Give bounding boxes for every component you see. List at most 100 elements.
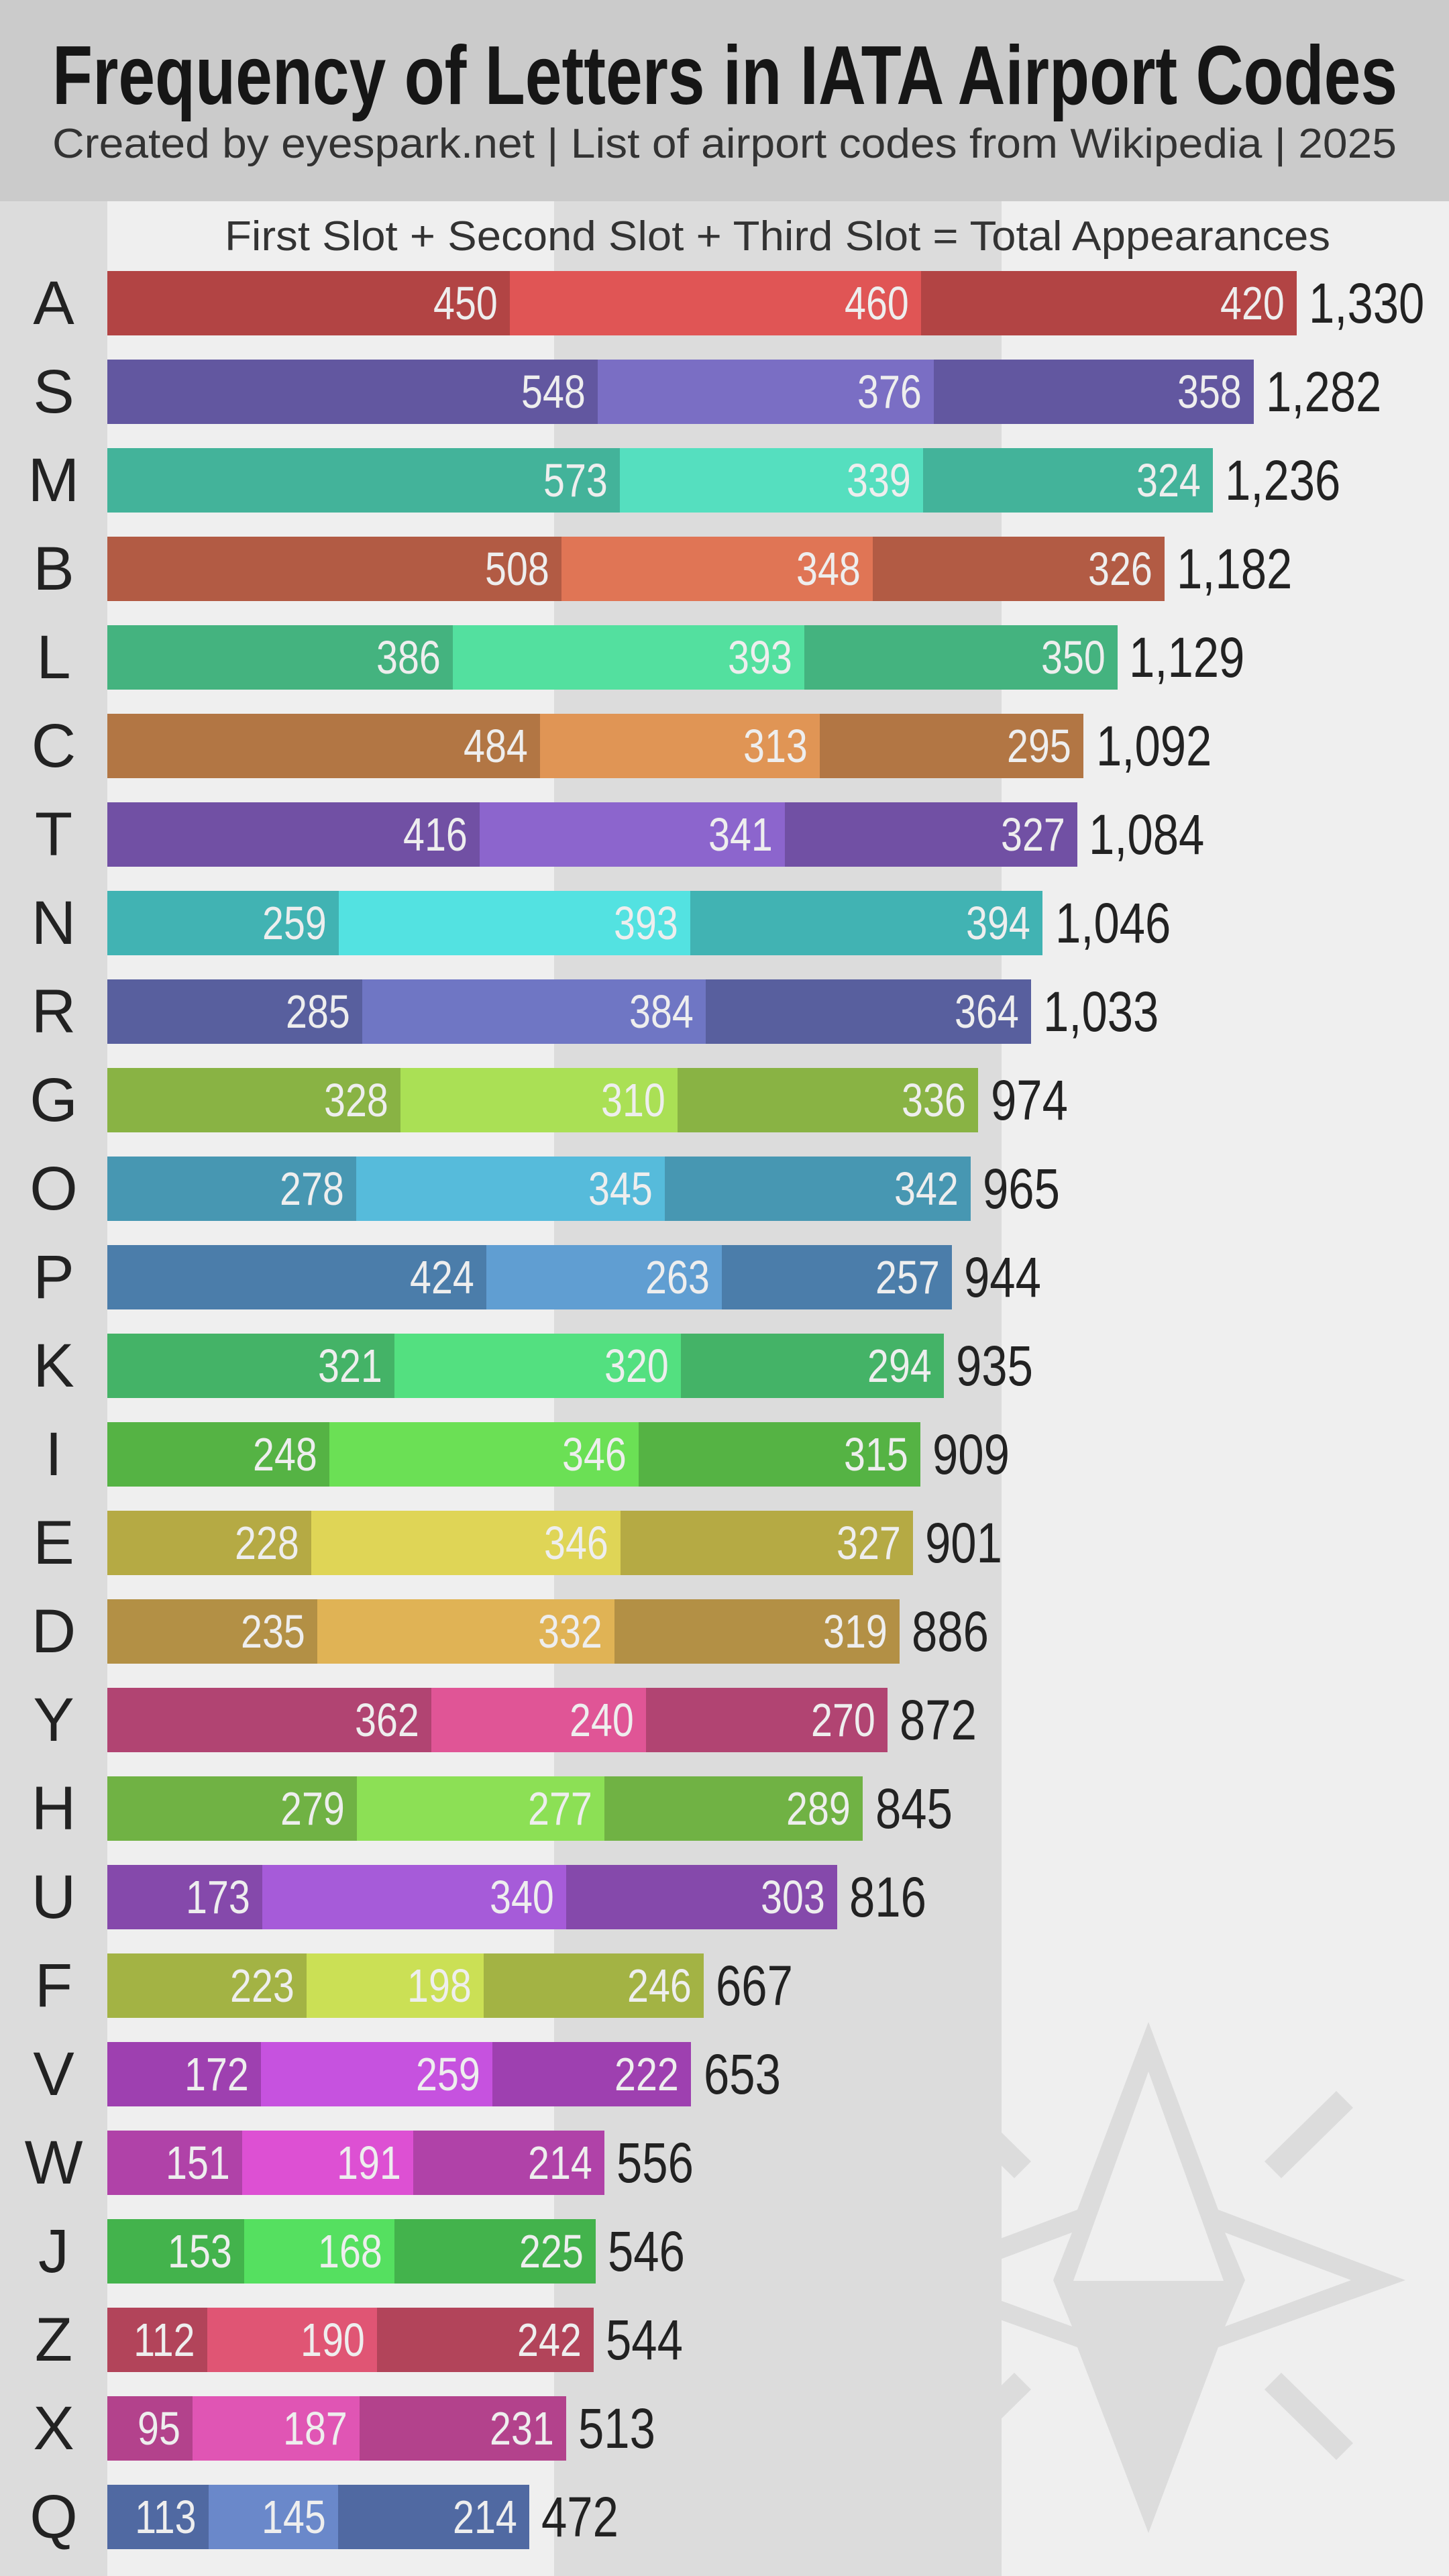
second-slot-segment: 376 <box>598 360 934 424</box>
second-slot-segment: 341 <box>480 802 785 867</box>
legend-text: First Slot + Second Slot + Third Slot = … <box>225 213 1330 260</box>
segment-value: 257 <box>875 1251 940 1303</box>
second-slot-segment: 384 <box>362 979 706 1044</box>
third-slot-segment: 242 <box>377 2308 594 2372</box>
segment-value: 548 <box>521 366 586 418</box>
stacked-bar: 223 198 246 <box>107 1953 704 2018</box>
bar-row-k: K 321 320 294 935 <box>0 1334 1449 1398</box>
stacked-bar: 228 346 327 <box>107 1511 913 1575</box>
segment-value: 95 <box>138 2402 180 2455</box>
stacked-bar: 424 263 257 <box>107 1245 952 1309</box>
segment-value: 168 <box>318 2225 382 2277</box>
first-slot-segment: 424 <box>107 1245 486 1309</box>
letter-label: V <box>33 2040 74 2108</box>
segment-value: 295 <box>1007 720 1071 772</box>
bar-row-u: U 173 340 303 816 <box>0 1865 1449 1929</box>
letter-label: U <box>31 1863 76 1931</box>
letter-label: Z <box>34 2306 73 2374</box>
stacked-bar: 113 145 214 <box>107 2485 529 2549</box>
stacked-bar: 172 259 222 <box>107 2042 691 2106</box>
bar-row-v: V 172 259 222 653 <box>0 2042 1449 2106</box>
bar-row-a: A 450 460 420 1,330 <box>0 271 1449 335</box>
total-value: 1,282 <box>1266 360 1382 423</box>
segment-value: 346 <box>544 1517 608 1569</box>
stacked-bar: 285 384 364 <box>107 979 1031 1044</box>
segment-value: 424 <box>410 1251 474 1303</box>
second-slot-segment: 393 <box>339 891 690 955</box>
second-slot-segment: 332 <box>317 1599 614 1664</box>
third-slot-segment: 420 <box>921 271 1297 335</box>
segment-value: 315 <box>844 1428 908 1481</box>
bar-row-y: Y 362 240 270 872 <box>0 1688 1449 1752</box>
segment-value: 145 <box>262 2491 326 2543</box>
first-slot-segment: 321 <box>107 1334 394 1398</box>
segment-value: 198 <box>407 1960 472 2012</box>
first-slot-segment: 173 <box>107 1865 262 1929</box>
first-slot-segment: 416 <box>107 802 480 867</box>
bar-row-d: D 235 332 319 886 <box>0 1599 1449 1664</box>
first-slot-segment: 248 <box>107 1422 329 1487</box>
segment-value: 153 <box>168 2225 232 2277</box>
stacked-bar: 278 345 342 <box>107 1157 971 1221</box>
bar-row-q: Q 113 145 214 472 <box>0 2485 1449 2549</box>
bar-row-m: M 573 339 324 1,236 <box>0 448 1449 513</box>
segment-value: 350 <box>1041 631 1106 684</box>
second-slot-segment: 346 <box>311 1511 621 1575</box>
segment-value: 348 <box>796 543 861 595</box>
letter-label: A <box>33 269 74 337</box>
third-slot-segment: 246 <box>484 1953 704 2018</box>
first-slot-segment: 228 <box>107 1511 311 1575</box>
second-slot-segment: 187 <box>193 2396 360 2461</box>
segment-value: 294 <box>867 1340 932 1392</box>
header: Frequency of Letters in IATA Airport Cod… <box>0 0 1449 201</box>
letter-label: I <box>45 1420 62 1489</box>
first-slot-segment: 450 <box>107 271 510 335</box>
total-value: 556 <box>616 2131 694 2194</box>
third-slot-segment: 214 <box>338 2485 529 2549</box>
letter-label: R <box>31 977 76 1046</box>
second-slot-segment: 348 <box>561 537 873 601</box>
segment-value: 313 <box>743 720 808 772</box>
first-slot-segment: 285 <box>107 979 362 1044</box>
segment-value: 321 <box>318 1340 382 1392</box>
stacked-bar: 386 393 350 <box>107 625 1118 690</box>
segment-value: 285 <box>286 985 350 1038</box>
segment-value: 346 <box>562 1428 627 1481</box>
letter-label: Q <box>30 2483 78 2551</box>
first-slot-segment: 172 <box>107 2042 261 2106</box>
segment-value: 151 <box>166 2137 230 2189</box>
bar-row-g: G 328 310 336 974 <box>0 1068 1449 1132</box>
stacked-bar: 279 277 289 <box>107 1776 863 1841</box>
segment-value: 327 <box>837 1517 901 1569</box>
stacked-bar: 151 191 214 <box>107 2131 604 2195</box>
letter-label: Y <box>33 1686 74 1754</box>
segment-value: 573 <box>543 454 608 506</box>
segment-value: 394 <box>966 897 1030 949</box>
segment-value: 277 <box>528 1782 592 1835</box>
second-slot-segment: 168 <box>244 2219 394 2284</box>
bar-row-s: S 548 376 358 1,282 <box>0 360 1449 424</box>
third-slot-segment: 364 <box>706 979 1031 1044</box>
total-value: 872 <box>900 1688 977 1752</box>
bar-row-t: T 416 341 327 1,084 <box>0 802 1449 867</box>
third-slot-segment: 350 <box>804 625 1118 690</box>
bar-row-x: X 95 187 231 513 <box>0 2396 1449 2461</box>
third-slot-segment: 257 <box>722 1245 952 1309</box>
total-value: 1,046 <box>1055 892 1171 955</box>
segment-value: 214 <box>528 2137 592 2189</box>
third-slot-segment: 358 <box>934 360 1254 424</box>
third-slot-segment: 270 <box>646 1688 888 1752</box>
second-slot-segment: 313 <box>540 714 820 778</box>
total-value: 1,182 <box>1177 537 1293 600</box>
first-slot-segment: 235 <box>107 1599 317 1664</box>
total-value: 974 <box>991 1069 1068 1132</box>
segment-value: 222 <box>614 2048 679 2100</box>
segment-value: 364 <box>955 985 1019 1038</box>
bar-row-b: B 508 348 326 1,182 <box>0 537 1449 601</box>
total-value: 965 <box>983 1157 1060 1220</box>
second-slot-segment: 263 <box>486 1245 722 1309</box>
segment-value: 191 <box>337 2137 401 2189</box>
segment-value: 384 <box>629 985 694 1038</box>
first-slot-segment: 223 <box>107 1953 307 2018</box>
segment-value: 328 <box>324 1074 388 1126</box>
